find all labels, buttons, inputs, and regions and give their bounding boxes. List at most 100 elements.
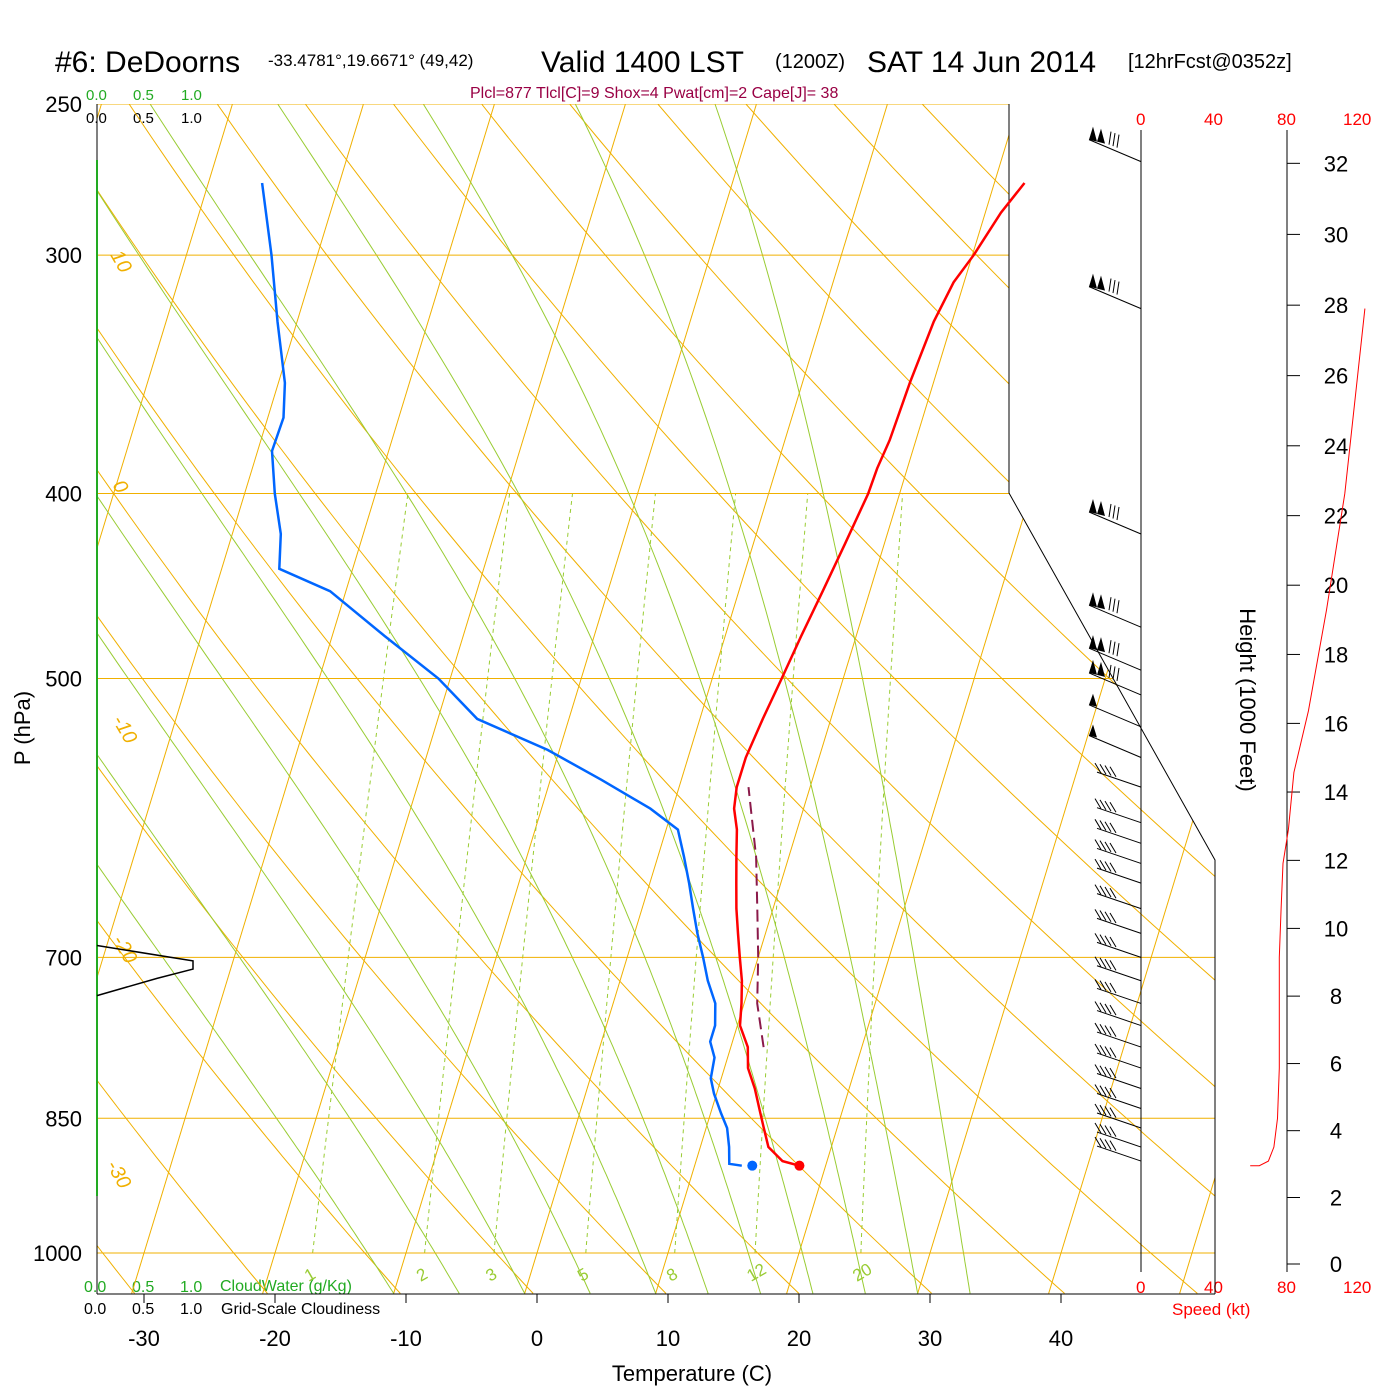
height-tick-label: 30 <box>1324 222 1348 247</box>
wind-barb-feather <box>1104 861 1112 872</box>
mixing-ratio-label: 20 <box>849 1260 875 1286</box>
height-tick-label: 18 <box>1324 642 1348 667</box>
wind-barb-feather <box>1104 958 1112 970</box>
wind-barb-feather <box>1099 957 1107 969</box>
wind-barb-staff <box>1096 965 1142 982</box>
temperature-line <box>732 182 1026 1167</box>
top-speed-scale: 0 40 80 120 <box>1136 110 1371 129</box>
wind-barb-feather <box>1116 506 1120 521</box>
wind-barb-feather <box>1104 1106 1112 1117</box>
wind-barb <box>1088 126 1142 163</box>
wind-barb-feather <box>1104 1086 1112 1098</box>
cloudwater-profile <box>96 944 194 997</box>
wind-barb-feather <box>1104 841 1112 853</box>
wind-barb-feather <box>1109 1047 1117 1058</box>
wind-barb <box>1094 884 1142 910</box>
wind-barb-feather <box>1094 956 1102 967</box>
top-speed-tick: 120 <box>1343 110 1371 129</box>
wind-barb-feather <box>1099 840 1107 851</box>
mixing-ratio-label: 8 <box>663 1264 681 1285</box>
wind-barb <box>1088 498 1142 535</box>
isotherm-line <box>1311 70 1400 1293</box>
bottom-cloudwater-tick: 0.5 <box>132 1279 154 1296</box>
wind-barb-feather <box>1094 1122 1102 1134</box>
plot-frame <box>96 104 1288 1295</box>
wind-barb-feather <box>1104 935 1112 947</box>
dry-adiabat-line <box>454 104 1215 1294</box>
wind-barb-staff <box>1096 941 1142 958</box>
height-tick-label: 2 <box>1330 1185 1342 1210</box>
wind-barb-feather <box>1109 1087 1117 1099</box>
isotherm-line <box>262 104 637 1294</box>
temperature-tick-label: 30 <box>918 1326 942 1351</box>
wind-barb <box>1094 1084 1142 1109</box>
wind-barb-feather <box>1094 1043 1102 1055</box>
pressure-tick-label: 250 <box>45 92 82 117</box>
dry-adiabat-line <box>0 70 2 1293</box>
cloudwater-label: CloudWater (g/Kg) <box>220 1278 352 1295</box>
surface-dewpoint-dot <box>747 1160 758 1171</box>
wind-barb-staff <box>1096 893 1142 910</box>
y-axis-title: P (hPa) <box>10 691 35 765</box>
wind-barb-feather <box>1099 1024 1107 1035</box>
isotherm-line <box>97 104 244 1294</box>
height-tick-label: 24 <box>1324 434 1348 459</box>
temperature-tick-label: 20 <box>787 1326 811 1351</box>
wind-barb-feather <box>1108 503 1112 518</box>
wind-barb-staff <box>1088 735 1142 758</box>
wind-barb <box>1088 635 1142 671</box>
wind-barb-staff <box>1096 1112 1142 1129</box>
wind-barb-feather <box>1099 980 1107 991</box>
dry-adiabat-line <box>97 104 1065 1294</box>
wind-speed-profile <box>1250 308 1366 1167</box>
zulu-time: (1200Z) <box>775 51 845 73</box>
wind-barb <box>1094 762 1142 788</box>
top-cloudiness-scale: 0.0 0.5 1.0 <box>86 110 202 127</box>
mixing-ratio-line <box>493 493 573 1254</box>
forecast-label: [12hrFcst@0352z] <box>1128 51 1292 73</box>
dry-adiabat-line <box>715 104 1215 1294</box>
wind-barb-feather <box>1109 1004 1117 1016</box>
wind-barb-feather <box>1104 1066 1112 1078</box>
wind-barb-feather <box>1109 1126 1117 1137</box>
station-title: #6: DeDoorns <box>55 46 240 79</box>
wind-barb-feather <box>1099 1085 1107 1096</box>
wind-barb <box>1094 909 1142 934</box>
dry-adiabat-label: -10 <box>108 712 142 748</box>
dry-adiabat-label: -30 <box>102 1157 136 1193</box>
wind-barb <box>1094 1043 1142 1069</box>
height-tick-label: 12 <box>1324 848 1348 873</box>
wind-barb-feather <box>1108 278 1112 292</box>
wind-barb <box>1088 273 1142 310</box>
wind-barb-feather <box>1112 280 1116 294</box>
wind-barb-feather <box>1094 1001 1102 1012</box>
wind-barb-feather <box>1112 133 1116 147</box>
wind-barb-feather <box>1104 1003 1112 1015</box>
wind-barb-staff <box>1088 511 1142 535</box>
moist-adiabat-line <box>97 104 395 1294</box>
pressure-tick-label: 500 <box>45 667 82 692</box>
temperature-tick-label: -10 <box>390 1326 422 1351</box>
wind-barb-feather <box>1116 600 1120 614</box>
wind-barb <box>1094 819 1142 844</box>
height-tick-label: 6 <box>1330 1052 1342 1077</box>
wind-barb-feather <box>1094 1136 1102 1148</box>
wind-speed-line <box>1250 308 1366 1167</box>
wind-barb <box>1094 1103 1142 1129</box>
wind-barb-flag <box>1089 273 1097 289</box>
wind-barb-feather <box>1094 979 1102 990</box>
pressure-tick-label: 850 <box>45 1106 82 1131</box>
top-cloudwater-scale: 0.0 0.5 1.0 <box>86 87 202 104</box>
height-tick-label: 26 <box>1324 364 1348 389</box>
wind-barb-feather <box>1116 281 1120 295</box>
wind-barb-feather <box>1094 1103 1102 1115</box>
valid-date: SAT 14 Jun 2014 <box>867 46 1096 79</box>
wind-barb-feather <box>1109 1026 1117 1037</box>
dry-adiabat-line <box>106 104 1198 1294</box>
temperature-tick-label: -20 <box>259 1326 291 1351</box>
wind-barb-feather <box>1104 886 1112 898</box>
wind-barb-feather <box>1104 981 1112 993</box>
moist-adiabat-line <box>97 104 591 1294</box>
